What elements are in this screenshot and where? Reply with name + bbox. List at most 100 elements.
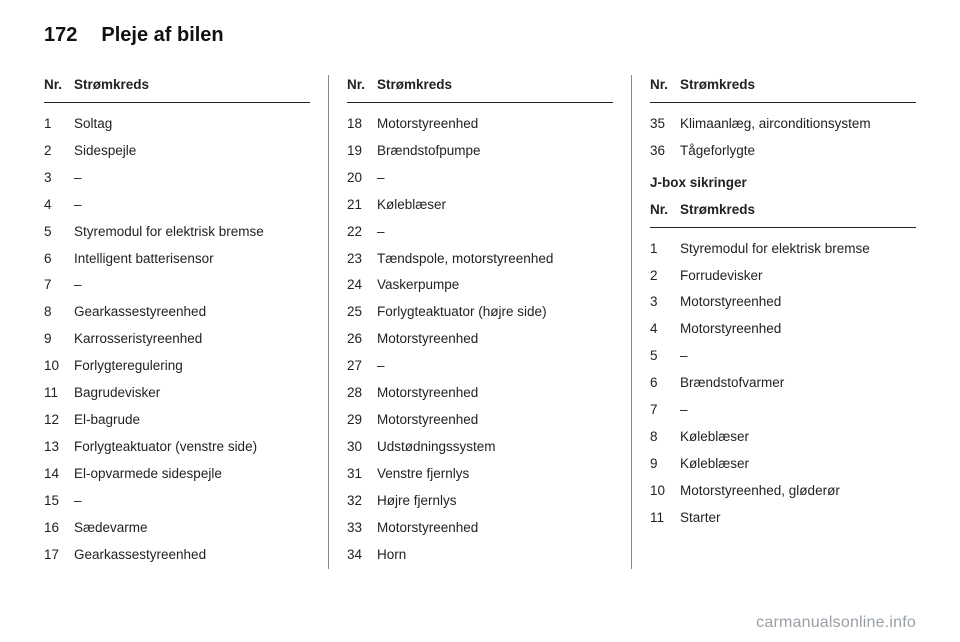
row-label: Udstødningssystem	[377, 437, 613, 458]
table-row: 33Motorstyreenhed	[347, 515, 613, 542]
row-number: 29	[347, 410, 377, 431]
row-label: Forrudevisker	[680, 266, 916, 287]
row-label: –	[74, 195, 310, 216]
row-label: Motorstyreenhed	[377, 410, 613, 431]
table-row: 2Sidespejle	[44, 138, 310, 165]
row-label: Køleblæser	[377, 195, 613, 216]
table-row: 11Bagrudevisker	[44, 380, 310, 407]
row-number: 11	[44, 383, 74, 404]
table-row: 10Motorstyreenhed, gløderør	[650, 478, 916, 505]
row-label: Bagrudevisker	[74, 383, 310, 404]
column-3: Nr. Strømkreds 35Klimaanlæg, airconditio…	[632, 75, 916, 569]
row-number: 19	[347, 141, 377, 162]
row-label: Sædevarme	[74, 518, 310, 539]
subsection-heading: J-box sikringer	[650, 173, 916, 194]
row-label: Brændstofvarmer	[680, 373, 916, 394]
row-number: 35	[650, 114, 680, 135]
row-label: –	[377, 356, 613, 377]
row-label: –	[377, 168, 613, 189]
row-number: 5	[44, 222, 74, 243]
table-row: 11Starter	[650, 505, 916, 532]
column-2: Nr. Strømkreds 18Motorstyreenhed19Brænds…	[329, 75, 631, 569]
row-label: Intelligent batterisensor	[74, 249, 310, 270]
table-row: 34Horn	[347, 542, 613, 569]
row-label: Starter	[680, 508, 916, 529]
row-label: Køleblæser	[680, 454, 916, 475]
row-number: 32	[347, 491, 377, 512]
table-header: Nr. Strømkreds	[347, 75, 613, 103]
table-row: 1Soltag	[44, 111, 310, 138]
table-row: 2Forrudevisker	[650, 263, 916, 290]
row-number: 8	[44, 302, 74, 323]
table-row: 7–	[650, 397, 916, 424]
row-label: Motorstyreenhed	[377, 518, 613, 539]
table-row: 15–	[44, 488, 310, 515]
table-row: 29Motorstyreenhed	[347, 407, 613, 434]
table-row: 27–	[347, 353, 613, 380]
row-number: 13	[44, 437, 74, 458]
row-number: 9	[650, 454, 680, 475]
row-number: 3	[650, 292, 680, 313]
row-label: Tågeforlygte	[680, 141, 916, 162]
row-number: 25	[347, 302, 377, 323]
table-header: Nr. Strømkreds	[44, 75, 310, 103]
row-label: –	[680, 400, 916, 421]
row-label: Venstre fjernlys	[377, 464, 613, 485]
row-label: Gearkassestyreenhed	[74, 302, 310, 323]
table-row: 20–	[347, 165, 613, 192]
header-label: Strømkreds	[680, 75, 916, 96]
row-label: Motorstyreenhed	[680, 292, 916, 313]
row-number: 9	[44, 329, 74, 350]
row-number: 7	[44, 275, 74, 296]
table-row: 14El-opvarmede sidespejle	[44, 461, 310, 488]
header-num: Nr.	[44, 75, 74, 96]
header-label: Strømkreds	[74, 75, 310, 96]
row-label: –	[680, 346, 916, 367]
row-label: El-bagrude	[74, 410, 310, 431]
row-number: 27	[347, 356, 377, 377]
table-row: 9Køleblæser	[650, 451, 916, 478]
header-label: Strømkreds	[377, 75, 613, 96]
row-label: Højre fjernlys	[377, 491, 613, 512]
table-row: 30Udstødningssystem	[347, 434, 613, 461]
table-row: 24Vaskerpumpe	[347, 272, 613, 299]
row-number: 17	[44, 545, 74, 566]
row-label: Styremodul for elektrisk bremse	[680, 239, 916, 260]
page-header: 172 Pleje af bilen	[44, 24, 916, 47]
row-label: Gearkassestyreenhed	[74, 545, 310, 566]
table-row: 16Sædevarme	[44, 515, 310, 542]
row-label: Soltag	[74, 114, 310, 135]
table-row: 21Køleblæser	[347, 192, 613, 219]
column-1: Nr. Strømkreds 1Soltag2Sidespejle3–4–5St…	[44, 75, 328, 569]
row-number: 7	[650, 400, 680, 421]
row-number: 24	[347, 275, 377, 296]
header-label: Strømkreds	[680, 200, 916, 221]
row-label: –	[377, 222, 613, 243]
row-number: 1	[650, 239, 680, 260]
row-label: Motorstyreenhed, gløderør	[680, 481, 916, 502]
row-number: 33	[347, 518, 377, 539]
row-label: Forlygteaktuator (højre side)	[377, 302, 613, 323]
row-number: 10	[650, 481, 680, 502]
row-number: 31	[347, 464, 377, 485]
row-number: 26	[347, 329, 377, 350]
table-row: 18Motorstyreenhed	[347, 111, 613, 138]
row-label: Klimaanlæg, airconditionsystem	[680, 114, 916, 135]
table-row: 10Forlygteregulering	[44, 353, 310, 380]
table-row: 32Højre fjernlys	[347, 488, 613, 515]
table-row: 4Motorstyreenhed	[650, 316, 916, 343]
table-row: 12El-bagrude	[44, 407, 310, 434]
row-label: Tændspole, motorstyreenhed	[377, 249, 613, 270]
row-number: 15	[44, 491, 74, 512]
table-row: 5Styremodul for elektrisk bremse	[44, 219, 310, 246]
row-label: Horn	[377, 545, 613, 566]
row-label: Forlygteaktuator (venstre side)	[74, 437, 310, 458]
row-label: –	[74, 491, 310, 512]
row-number: 8	[650, 427, 680, 448]
table-row: 17Gearkassestyreenhed	[44, 542, 310, 569]
table-row: 3–	[44, 165, 310, 192]
table-row: 25Forlygteaktuator (højre side)	[347, 299, 613, 326]
table-header: Nr. Strømkreds	[650, 200, 916, 228]
header-num: Nr.	[347, 75, 377, 96]
row-number: 2	[44, 141, 74, 162]
